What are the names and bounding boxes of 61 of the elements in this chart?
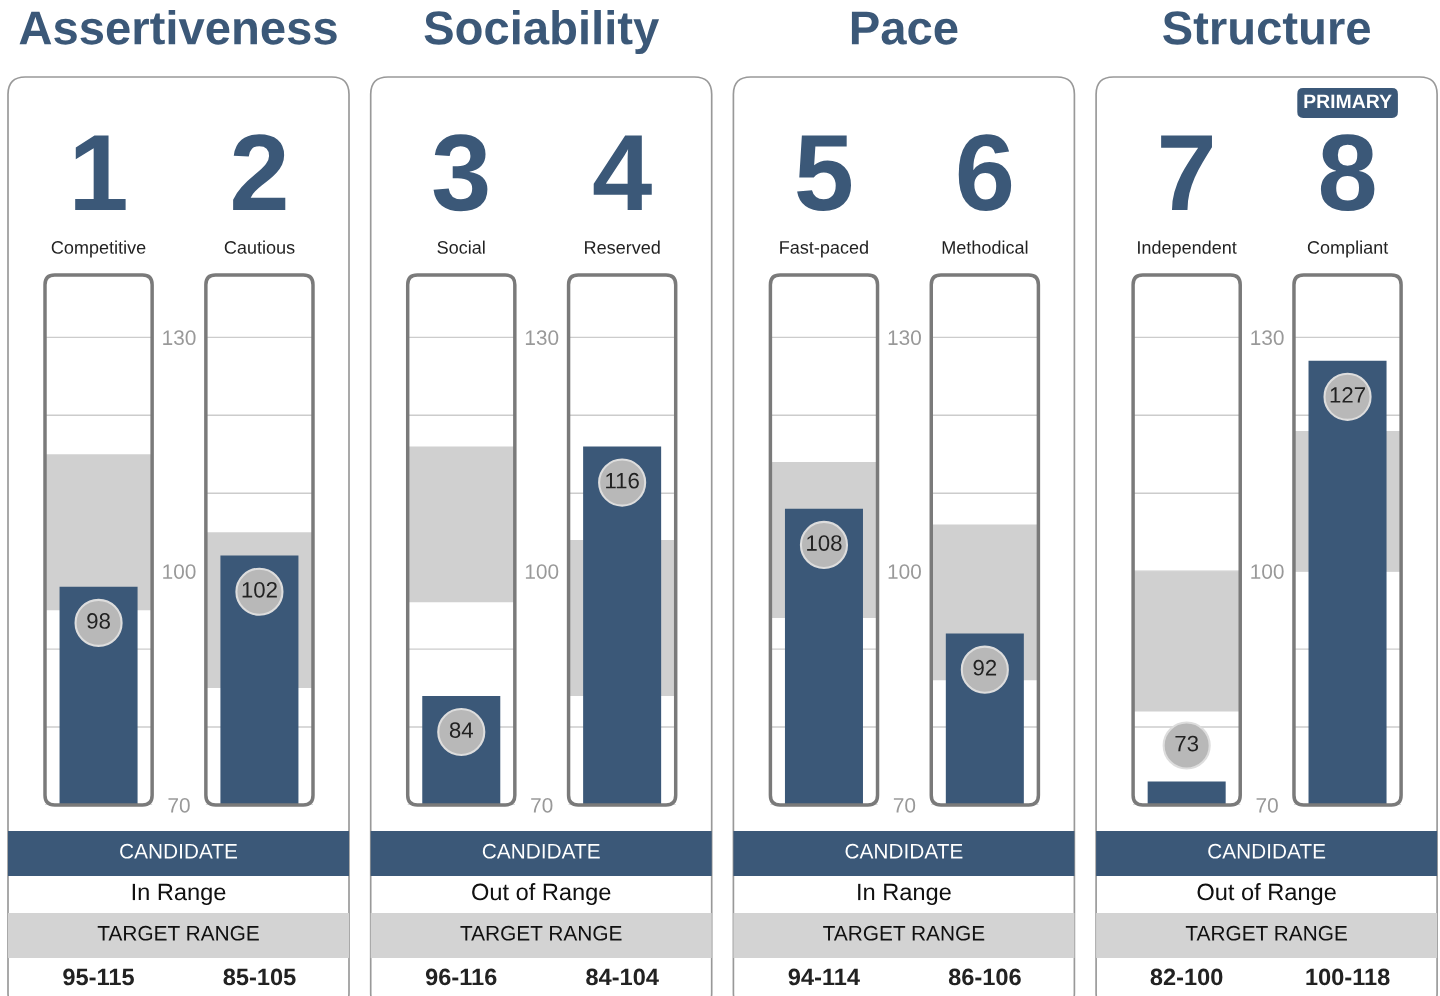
data-label: 108: [807, 535, 842, 551]
data-label: 102: [242, 581, 277, 598]
text: 3: [433, 134, 488, 212]
data-label: 82-100: [1150, 968, 1223, 986]
y-tick-label: 130: [163, 330, 196, 346]
text: 5: [797, 135, 852, 212]
data-label: 73: [1175, 735, 1199, 752]
y-tick-label: 130: [888, 330, 921, 346]
text: TARGET RANGE: [823, 925, 985, 941]
y-tick-label: 70: [1256, 798, 1278, 813]
data-label: 95-115: [63, 968, 134, 986]
data-label: 92: [973, 659, 997, 676]
x-tick-label: Reserved: [585, 240, 660, 254]
text: 4: [593, 135, 652, 211]
text: CANDIDATE: [1208, 843, 1326, 859]
y-tick-label: 130: [1251, 330, 1284, 346]
text: 1: [75, 135, 126, 211]
chart-title: Assertiveness: [19, 9, 337, 45]
text: CANDIDATE: [845, 843, 963, 859]
x-tick-label: Methodical: [942, 240, 1028, 254]
text: In Range: [132, 883, 226, 906]
chart-title: Sociability: [424, 9, 660, 55]
data-label: 84: [449, 722, 473, 738]
x-tick-label: Social: [437, 240, 485, 254]
text: In Range: [858, 883, 951, 906]
text: 6: [958, 134, 1012, 212]
data-label: 96-116: [425, 968, 497, 986]
data-label: 116: [606, 472, 639, 489]
chart-title: Structure: [1163, 11, 1370, 45]
text: 2: [233, 134, 286, 211]
y-tick-label: 70: [893, 798, 916, 813]
data-label: 127: [1330, 387, 1365, 403]
text: TARGET RANGE: [460, 925, 622, 941]
text: PRIMARY: [1304, 94, 1392, 109]
data-label: 94-114: [788, 968, 860, 986]
y-tick-label: 70: [168, 798, 190, 813]
text: TARGET RANGE: [97, 925, 259, 941]
text: CANDIDATE: [120, 843, 238, 859]
text: 8: [1320, 134, 1375, 212]
data-label: 84-104: [586, 968, 659, 986]
x-tick-label: Competitive: [51, 240, 146, 258]
text: CANDIDATE: [482, 843, 600, 859]
text: Out of Range: [1197, 883, 1336, 906]
x-tick-label: Fast-paced: [780, 240, 868, 258]
data-label: 85-105: [223, 968, 296, 986]
text: 7: [1161, 135, 1212, 211]
y-tick-label: 100: [1251, 564, 1284, 579]
data-label: 86-106: [948, 968, 1021, 986]
chart-title: Pace: [851, 11, 958, 45]
y-tick-label: 100: [888, 564, 921, 579]
text: TARGET RANGE: [1185, 925, 1347, 941]
data-label: 98: [87, 613, 110, 629]
text: Out of Range: [472, 883, 611, 906]
y-tick-label: 70: [531, 798, 553, 813]
y-tick-label: 100: [525, 564, 559, 579]
x-tick-label: Independent: [1138, 240, 1237, 258]
x-tick-label: Compliant: [1307, 240, 1389, 258]
y-tick-label: 100: [163, 564, 196, 579]
data-label: 100-118: [1306, 968, 1390, 986]
y-tick-label: 130: [525, 330, 559, 346]
x-tick-label: Cautious: [224, 240, 295, 254]
